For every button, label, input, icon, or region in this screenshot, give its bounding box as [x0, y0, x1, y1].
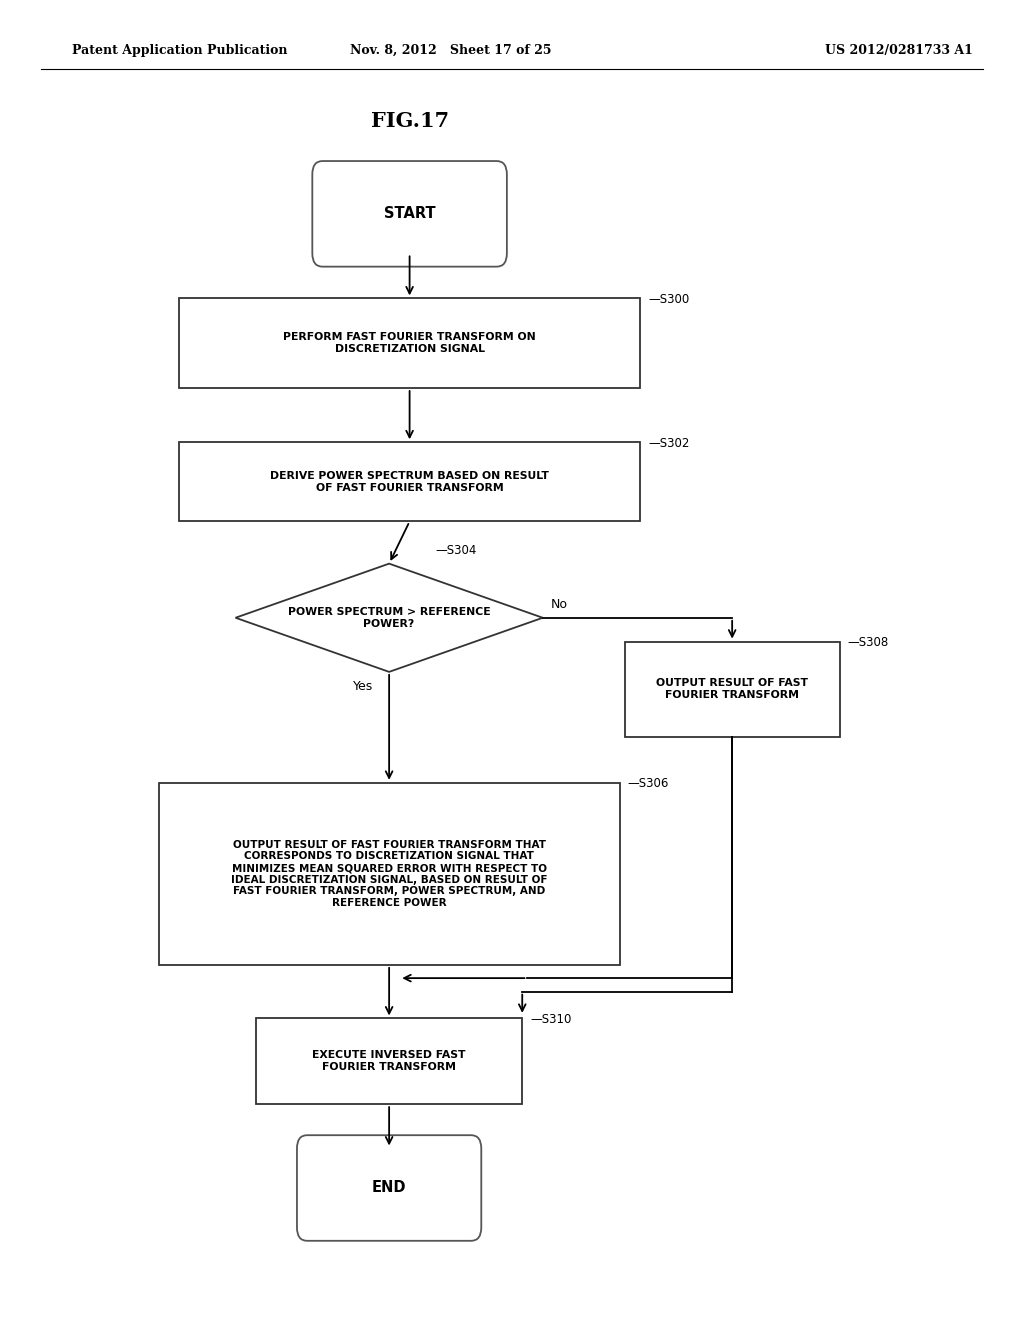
Text: PERFORM FAST FOURIER TRANSFORM ON
DISCRETIZATION SIGNAL: PERFORM FAST FOURIER TRANSFORM ON DISCRE…	[284, 333, 536, 354]
Text: END: END	[372, 1180, 407, 1196]
Bar	[159, 783, 620, 965]
Text: OUTPUT RESULT OF FAST
FOURIER TRANSFORM: OUTPUT RESULT OF FAST FOURIER TRANSFORM	[656, 678, 808, 700]
Text: —S304: —S304	[435, 544, 476, 557]
Text: Nov. 8, 2012   Sheet 17 of 25: Nov. 8, 2012 Sheet 17 of 25	[350, 44, 551, 57]
Text: START: START	[384, 206, 435, 222]
Text: —S308: —S308	[848, 636, 889, 649]
Bar	[179, 442, 640, 521]
Text: —S300: —S300	[648, 293, 689, 306]
Text: OUTPUT RESULT OF FAST FOURIER TRANSFORM THAT
CORRESPONDS TO DISCRETIZATION SIGNA: OUTPUT RESULT OF FAST FOURIER TRANSFORM …	[230, 840, 548, 908]
Text: POWER SPECTRUM > REFERENCE
POWER?: POWER SPECTRUM > REFERENCE POWER?	[288, 607, 490, 628]
FancyBboxPatch shape	[297, 1135, 481, 1241]
Bar	[625, 642, 840, 737]
Text: —S302: —S302	[648, 437, 689, 450]
FancyBboxPatch shape	[312, 161, 507, 267]
Text: Yes: Yes	[353, 680, 374, 693]
Bar	[179, 298, 640, 388]
Text: —S310: —S310	[530, 1014, 571, 1026]
Text: US 2012/0281733 A1: US 2012/0281733 A1	[825, 44, 973, 57]
Bar	[256, 1019, 522, 1104]
Text: Patent Application Publication: Patent Application Publication	[72, 44, 287, 57]
Text: —S306: —S306	[628, 777, 669, 791]
Polygon shape	[236, 564, 543, 672]
Text: FIG.17: FIG.17	[371, 111, 449, 132]
Text: EXECUTE INVERSED FAST
FOURIER TRANSFORM: EXECUTE INVERSED FAST FOURIER TRANSFORM	[312, 1051, 466, 1072]
Text: DERIVE POWER SPECTRUM BASED ON RESULT
OF FAST FOURIER TRANSFORM: DERIVE POWER SPECTRUM BASED ON RESULT OF…	[270, 471, 549, 492]
Text: No: No	[551, 598, 568, 611]
